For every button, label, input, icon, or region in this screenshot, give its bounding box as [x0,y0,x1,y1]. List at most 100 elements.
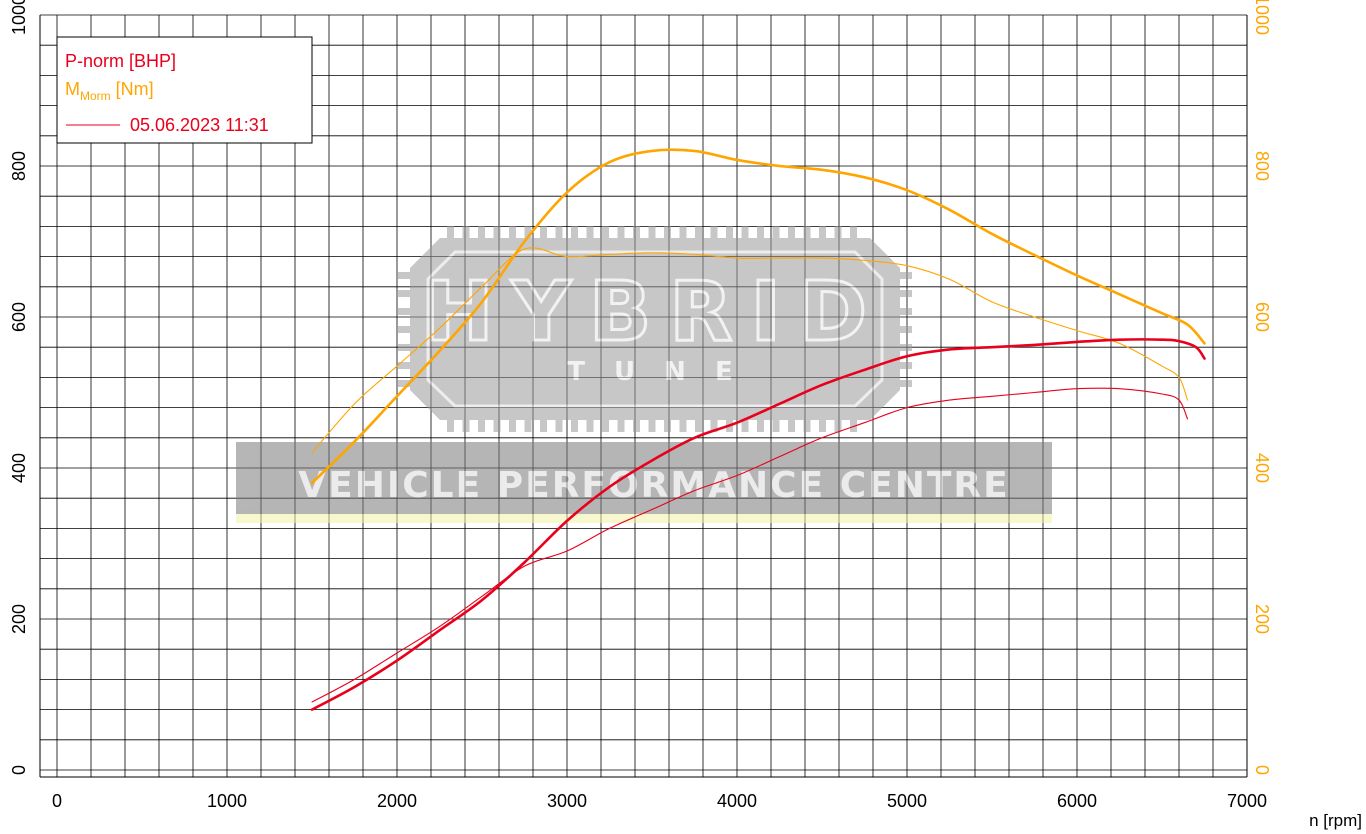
y-left-tick-label: 200 [9,604,29,634]
y-left-tick-label: 1000 [9,0,29,35]
chip-pin [633,420,640,432]
chip-pin [772,226,780,238]
chip-pin [679,420,687,432]
y-left-tick-label: 800 [9,151,29,181]
chip-pin [447,226,454,238]
chip-pin [834,226,842,238]
chip-pin [617,420,625,432]
chip-pin [586,420,594,432]
chip-pin [633,226,640,238]
chip-pin [757,420,764,432]
chip-pin [900,290,912,297]
chip-pin [788,420,795,432]
y-right-tick-label: 1000 [1252,0,1272,35]
watermark-logo: VEHICLE PERFORMANCE CENTRE HYBRID T U N … [236,226,1052,523]
watermark-chip [410,238,900,420]
chip-pin [602,226,609,238]
chip-pin [540,420,547,432]
chip-pin [900,272,912,279]
chip-pin [617,226,625,238]
chip-pin [772,420,780,432]
watermark-banner-text: VEHICLE PERFORMANCE CENTRE [298,465,1009,506]
x-tick-label: 4000 [717,791,757,811]
chip-pin [462,420,470,432]
x-tick-label: 1000 [207,791,247,811]
chip-pin [803,226,811,238]
y-left-tick-label: 600 [9,302,29,332]
chip-pin [602,420,609,432]
chip-pin [900,344,912,351]
chip-pin [540,226,547,238]
chip-pin [819,420,826,432]
chip-pin [757,226,764,238]
chip-pin [447,420,454,432]
chip-pin [398,344,410,351]
y-left-tick-label: 400 [9,453,29,483]
torque-curve-thin [311,247,1189,454]
chip-pin [741,420,749,432]
chip-pin [664,420,671,432]
chip-pin [819,226,826,238]
y-right-tick-label: 600 [1252,302,1272,332]
legend-torque-label: MMorm [Nm] [65,79,154,103]
chip-pin [788,226,795,238]
chip-pin [555,226,563,238]
chip-pin [398,290,410,297]
chip-pin [398,362,410,369]
chip-pin [509,226,516,238]
y-right-tick-label: 0 [1252,765,1272,775]
legend: P-norm [BHP] MMorm [Nm] 05.06.2023 11:31 [56,36,313,144]
watermark-banner-stripe [236,514,1052,523]
chip-pin [695,420,702,432]
x-tick-label: 2000 [377,791,417,811]
chip-pin [900,308,912,315]
watermark-chip-pins [398,226,912,432]
series-lines [310,148,1206,711]
chip-pin [900,362,912,369]
chip-pin [679,226,687,238]
chip-pin [741,226,749,238]
chip-pin [493,420,501,432]
chip-pin [478,226,485,238]
chip-pin [398,380,410,387]
legend-torque-unit: [Nm] [111,79,154,99]
y-left-tick-label: 0 [9,765,29,775]
watermark-logo-text: HYBRID [425,265,885,360]
x-tick-label: 7000 [1227,791,1267,811]
chip-pin [478,420,485,432]
x-tick-label: 5000 [887,791,927,811]
legend-run-label: 05.06.2023 11:31 [130,115,269,135]
chip-pin [398,308,410,315]
chip-pin [648,226,656,238]
chip-pin [462,226,470,238]
chip-pin [524,226,532,238]
chip-pin [493,226,501,238]
chip-pin [834,420,842,432]
chip-pin [398,272,410,279]
chip-pin [710,420,718,432]
chip-pin [664,226,671,238]
axes: 0 1000 2000 3000 4000 5000 6000 700002004006008… [9,0,1362,830]
legend-torque-main: M [65,79,80,99]
chip-pin [710,226,718,238]
x-tick-label: 0 [52,791,62,811]
watermark-logo-subtext: T U N E [567,357,743,387]
y-right-tick-label: 200 [1252,604,1272,634]
power-curve-thick [310,338,1206,711]
legend-torque-sub: Morm [80,89,111,103]
chip-pin [803,420,811,432]
chip-pin [524,420,532,432]
chip-pin [648,420,656,432]
power-curve-thin [311,387,1189,703]
x-tick-label: 3000 [547,791,587,811]
legend-power-label: P-norm [BHP] [65,51,176,71]
x-tick-label: 6000 [1057,791,1097,811]
chip-pin [509,420,516,432]
x-axis-label: n [rpm] [1309,811,1362,830]
chip-pin [571,420,578,432]
chip-pin [695,226,702,238]
chip-pin [398,326,410,333]
watermark-chip-border [426,250,884,408]
watermark-banner [236,442,1052,522]
